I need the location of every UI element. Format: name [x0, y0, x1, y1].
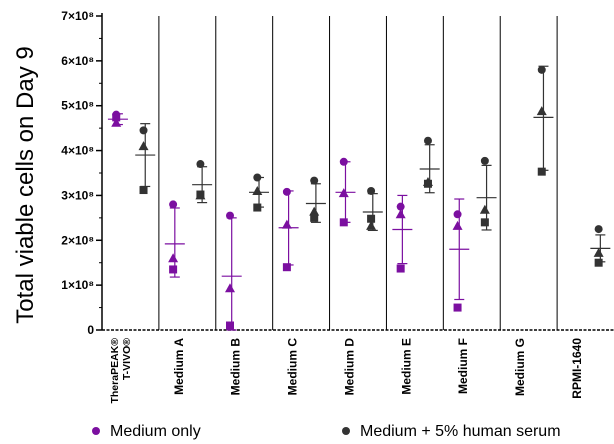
x-tick-label-group: TheraPEAK® T-VIVO®	[109, 338, 133, 404]
data-point	[594, 225, 603, 234]
data-point	[282, 187, 291, 196]
data-point	[309, 206, 320, 216]
data-point	[196, 190, 205, 199]
y-tick-label: 6×10⁸	[61, 54, 94, 68]
data-point	[480, 218, 489, 227]
data-point	[112, 113, 121, 122]
data-point	[367, 186, 376, 195]
data-point	[453, 210, 462, 219]
axes: 0 1×10⁸ 2×10⁸ 3×10⁸ 4×10⁸ 5×10⁸ 6×10⁸ 7×10⁸	[61, 9, 614, 337]
x-tick-label: T-VIVO®	[121, 338, 133, 380]
x-tick-label: Medium G	[513, 338, 527, 396]
x-tick-label-group: Medium E	[399, 338, 413, 395]
data-point	[139, 186, 148, 195]
legend-label: Medium only	[110, 423, 201, 440]
y-tick-label: 2×10⁸	[61, 233, 94, 247]
x-tick-labels: TheraPEAK® T-VIVO® Medium A Medium B Medium …	[109, 338, 584, 404]
data-point	[168, 253, 179, 263]
legend-label: Medium + 5% human serum	[360, 423, 561, 440]
data-point	[452, 220, 463, 230]
data-point	[169, 200, 178, 209]
data-point	[310, 176, 319, 185]
x-tick-label-group: Medium G	[513, 338, 527, 396]
x-tick-label: Medium B	[229, 338, 243, 396]
data-point	[479, 204, 490, 214]
data-point	[423, 179, 432, 188]
x-tick-label: RPMI-1640	[570, 338, 584, 399]
data-point	[453, 303, 462, 312]
data-point	[310, 213, 319, 222]
data-point	[396, 264, 405, 273]
data-point	[169, 265, 178, 274]
data-point	[537, 167, 546, 176]
data-point	[593, 247, 604, 257]
data-point	[480, 156, 489, 165]
x-tick-label: Medium C	[286, 338, 300, 396]
x-tick-label-group: Medium F	[456, 338, 470, 394]
y-tick-label: 0	[87, 323, 94, 337]
y-tick-label: 7×10⁸	[61, 9, 94, 23]
data-point	[423, 136, 432, 145]
y-axis-label: Total viable cells on Day 9	[12, 46, 39, 323]
x-tick-label: Medium D	[342, 338, 356, 396]
x-tick-label-group: Medium A	[172, 338, 186, 395]
data-point	[339, 157, 348, 166]
data-point	[594, 258, 603, 267]
x-tick-label: TheraPEAK®	[109, 338, 121, 404]
y-tick-label: 5×10⁸	[61, 99, 94, 113]
data-point	[252, 185, 263, 195]
data-point	[282, 263, 291, 272]
data-point	[281, 219, 292, 229]
data-point	[111, 117, 122, 127]
x-tick-label-group: RPMI-1640	[570, 338, 584, 399]
data-point	[139, 126, 148, 135]
data-point	[339, 218, 348, 227]
data-point	[338, 188, 349, 198]
data-point	[367, 214, 376, 223]
data-point	[226, 321, 234, 330]
data-point	[396, 202, 405, 211]
data-point	[253, 203, 262, 212]
error-bars	[107, 65, 611, 331]
data-point	[253, 173, 262, 182]
x-tick-label: Medium F	[456, 338, 470, 394]
x-tick-label: Medium E	[399, 338, 413, 395]
x-tick-label-group: Medium C	[286, 338, 300, 396]
data-point	[395, 209, 406, 219]
y-tick-label: 4×10⁸	[61, 144, 94, 158]
data-point	[226, 211, 234, 220]
y-tick-label: 1×10⁸	[61, 278, 94, 292]
y-tick-label: 3×10⁸	[61, 188, 94, 202]
legend: Medium only Medium + 5% human serum	[92, 423, 561, 440]
data-point	[196, 160, 205, 169]
legend-marker	[92, 427, 100, 435]
data-point	[537, 65, 546, 74]
data-point	[536, 106, 547, 116]
data-point	[225, 283, 235, 293]
legend-marker	[342, 427, 350, 435]
data-points	[111, 65, 604, 330]
group-dividers	[158, 16, 558, 330]
data-point	[138, 141, 149, 151]
x-tick-label-group: Medium B	[229, 338, 243, 396]
data-point	[366, 220, 377, 230]
x-tick-label-group: Medium D	[342, 338, 356, 396]
x-tick-label: Medium A	[172, 338, 186, 395]
